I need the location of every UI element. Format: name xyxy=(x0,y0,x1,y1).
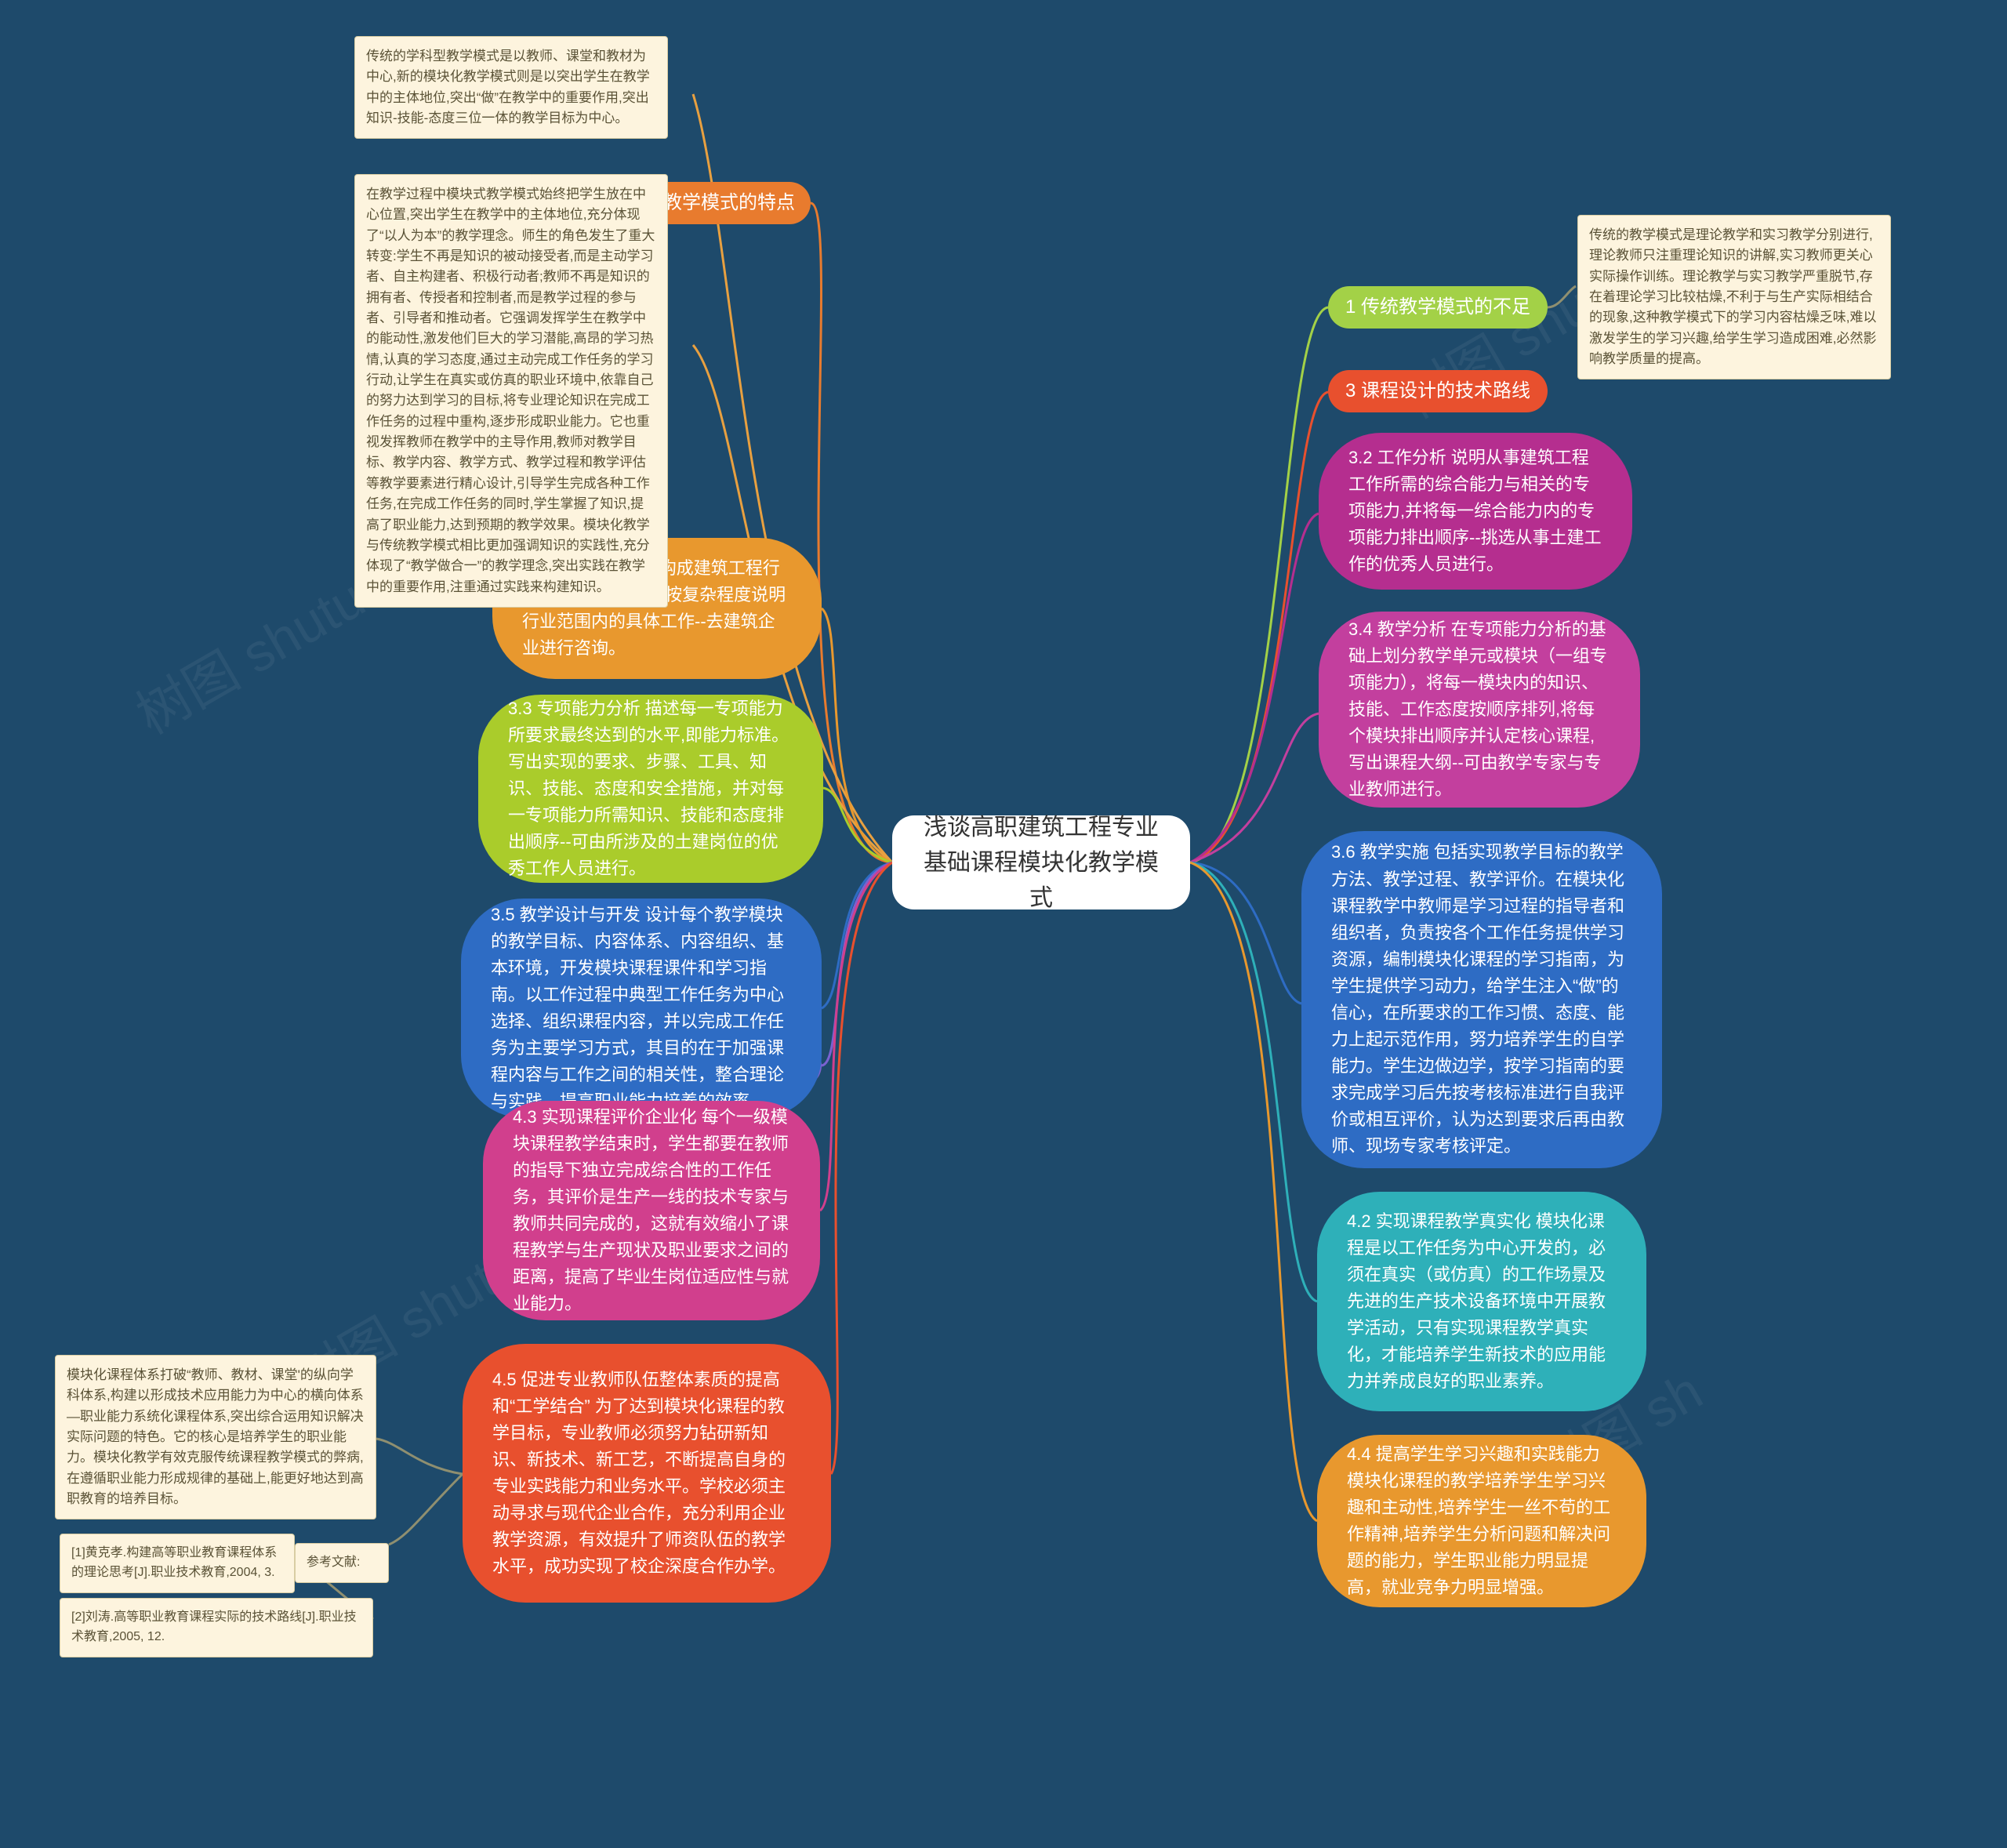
note-2a: 传统的学科型教学模式是以教师、课堂和教材为中心,新的模块化教学模式则是以突出学生… xyxy=(354,36,668,139)
note-2b: 在教学过程中模块式教学模式始终把学生放在中心位置,突出学生在教学中的主体地位,充… xyxy=(354,174,668,608)
note-left-big: 模块化课程体系打破“教师、教材、课堂'的纵向学科体系,构建以形成技术应用能力为中… xyxy=(55,1355,376,1519)
bubble-4-2[interactable]: 4.2 实现课程教学真实化 模块化课程是以工作任务为中心开发的，必须在真实（或仿… xyxy=(1317,1192,1646,1411)
bubble-3-3[interactable]: 3.3 专项能力分析 描述每一专项能力所要求最终达到的水平,即能力标准。写出实现… xyxy=(478,695,823,883)
bubble-3-4[interactable]: 3.4 教学分析 在专项能力分析的基础上划分教学单元或模块（一组专项能力），将每… xyxy=(1319,612,1640,808)
note-ref-1: [1]黄克孝.构建高等职业教育课程体系的理论思考[J].职业技术教育,2004,… xyxy=(60,1534,295,1593)
topic-node-1[interactable]: 1 传统教学模式的不足 xyxy=(1328,286,1548,329)
bubble-3-5[interactable]: 3.5 教学设计与开发 设计每个教学模块的教学目标、内容体系、内容组织、基本环境… xyxy=(461,899,822,1118)
center-node[interactable]: 浅谈高职建筑工程专业基础课程模块化教学模式 xyxy=(892,815,1190,909)
bubble-3-2[interactable]: 3.2 工作分析 说明从事建筑工程工作所需的综合能力与相关的专项能力,并将每一综… xyxy=(1319,433,1632,590)
note-ref-2: [2]刘涛.高等职业教育课程实际的技术路线[J].职业技术教育,2005, 12… xyxy=(60,1598,373,1657)
topic-node-3[interactable]: 3 课程设计的技术路线 xyxy=(1328,370,1548,412)
bubble-3-6[interactable]: 3.6 教学实施 包括实现教学目标的教学方法、教学过程、教学评价。在模块化课程教… xyxy=(1301,831,1662,1168)
note-1a: 传统的教学模式是理论教学和实习教学分别进行,理论教师只注重理论知识的讲解,实习教… xyxy=(1577,215,1891,379)
bubble-4-5[interactable]: 4.5 促进专业教师队伍整体素质的提高和“工学结合” 为了达到模块化课程的教学目… xyxy=(463,1344,831,1603)
bubble-4-3[interactable]: 4.3 实现课程评价企业化 每个一级模块课程教学结束时，学生都要在教师的指导下独… xyxy=(483,1101,820,1320)
bubble-4-4[interactable]: 4.4 提高学生学习兴趣和实践能力 模块化课程的教学培养学生学习兴趣和主动性,培… xyxy=(1317,1435,1646,1607)
note-ref-title: 参考文献: xyxy=(295,1543,389,1583)
